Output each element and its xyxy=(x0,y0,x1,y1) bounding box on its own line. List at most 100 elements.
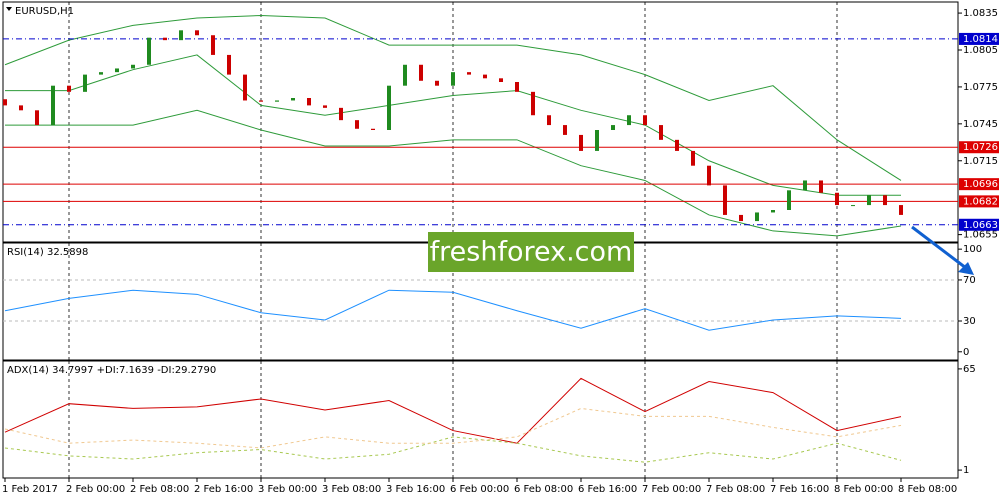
candle xyxy=(771,210,775,213)
candle xyxy=(291,98,295,101)
candle xyxy=(275,100,279,102)
candle xyxy=(355,120,359,129)
candle xyxy=(451,72,455,86)
y-tick-label: 30 xyxy=(963,316,976,327)
candle xyxy=(483,74,487,79)
price-level-box xyxy=(959,218,999,231)
y-tick-label: 1.0835 xyxy=(963,8,998,19)
panel-title: EURUSD,H1 xyxy=(15,6,74,17)
x-tick-label: 2 Feb 08:00 xyxy=(130,484,189,495)
candle xyxy=(163,37,167,41)
candle xyxy=(179,30,183,41)
y-tick-label: 1.0655 xyxy=(963,230,998,241)
candle xyxy=(339,107,343,121)
indicator-line xyxy=(4,289,902,331)
candle xyxy=(51,85,55,126)
y-tick-label: 70 xyxy=(963,275,976,286)
x-tick-label: 6 Feb 08:00 xyxy=(514,484,573,495)
candle xyxy=(467,72,471,75)
price-level-label: 1.0663 xyxy=(963,220,998,231)
bollinger-band xyxy=(5,54,901,196)
watermark: freshforex.com xyxy=(430,237,633,268)
x-tick-label: 1 Feb 2017 xyxy=(2,484,58,495)
candle xyxy=(515,82,519,92)
price-level-box xyxy=(959,195,999,208)
bollinger-band xyxy=(4,15,902,181)
candle xyxy=(899,205,903,215)
x-tick-label: 6 Feb 16:00 xyxy=(578,484,637,495)
candle xyxy=(227,54,231,75)
candle xyxy=(99,72,103,75)
candle xyxy=(851,205,855,207)
candle xyxy=(723,185,727,215)
indicator-line xyxy=(4,377,902,444)
arrow xyxy=(911,225,967,270)
candle xyxy=(595,130,599,151)
candle xyxy=(259,100,263,102)
candle xyxy=(531,91,535,116)
x-tick-label: 2 Feb 16:00 xyxy=(194,484,253,495)
candle xyxy=(883,195,887,206)
y-tick-label: 1.0805 xyxy=(963,45,998,56)
indicator-line xyxy=(4,436,902,463)
bollinger-band xyxy=(5,109,902,237)
x-tick-label: 3 Feb 00:00 xyxy=(258,484,317,495)
candle xyxy=(835,192,839,206)
y-tick-label: 1.0775 xyxy=(963,82,998,93)
price-level-box xyxy=(959,32,999,45)
x-tick-label: 8 Feb 00:00 xyxy=(834,484,893,495)
price-level-label: 1.0696 xyxy=(963,179,998,190)
candle xyxy=(611,125,615,130)
y-tick-label: 1.0745 xyxy=(963,119,998,130)
x-tick-label: 3 Feb 16:00 xyxy=(386,484,445,495)
y-tick-label: 100 xyxy=(963,244,982,255)
candle xyxy=(579,134,583,151)
x-tick-label: 7 Feb 16:00 xyxy=(770,484,829,495)
x-tick-label: 8 Feb 08:00 xyxy=(898,484,957,495)
x-tick-label: 7 Feb 00:00 xyxy=(642,484,701,495)
candle xyxy=(867,195,871,206)
candle xyxy=(819,180,823,193)
watermark-box xyxy=(428,232,634,272)
candle xyxy=(35,110,39,126)
candle xyxy=(707,165,711,186)
candle xyxy=(803,180,807,191)
candle xyxy=(563,125,567,135)
candle xyxy=(659,125,663,140)
candle xyxy=(371,128,375,130)
price-level-box xyxy=(959,141,999,154)
candle xyxy=(67,85,71,92)
arrow-head xyxy=(958,262,974,275)
x-tick-label: 7 Feb 08:00 xyxy=(706,484,765,495)
candle xyxy=(307,98,311,106)
candle xyxy=(499,78,503,82)
price-level-box xyxy=(959,178,999,191)
price-level-label: 1.0814 xyxy=(963,34,998,45)
candle xyxy=(387,85,391,130)
candle xyxy=(3,99,7,106)
candle xyxy=(195,30,199,36)
candle xyxy=(627,115,631,126)
candle xyxy=(19,105,23,111)
indicator-line xyxy=(4,407,902,449)
x-tick-label: 3 Feb 08:00 xyxy=(322,484,381,495)
candle xyxy=(403,64,407,86)
y-tick-label: 1 xyxy=(963,465,969,476)
candle xyxy=(243,74,247,101)
price-level-label: 1.0682 xyxy=(963,196,998,207)
candle xyxy=(435,80,439,86)
candle xyxy=(147,37,151,65)
candle xyxy=(787,190,791,210)
panel-title: ADX(14) 34.7997 +DI:7.1639 -DI:29.2790 xyxy=(7,365,216,376)
x-tick-label: 2 Feb 00:00 xyxy=(66,484,125,495)
candle xyxy=(643,115,647,126)
adx-panel xyxy=(2,360,959,479)
symbol-menu-icon xyxy=(6,7,12,11)
candle xyxy=(739,214,743,222)
candle xyxy=(115,68,119,73)
y-tick-label: 1.0715 xyxy=(963,156,998,167)
candle xyxy=(131,64,135,69)
candle xyxy=(211,35,215,55)
x-tick-label: 6 Feb 00:00 xyxy=(450,484,509,495)
